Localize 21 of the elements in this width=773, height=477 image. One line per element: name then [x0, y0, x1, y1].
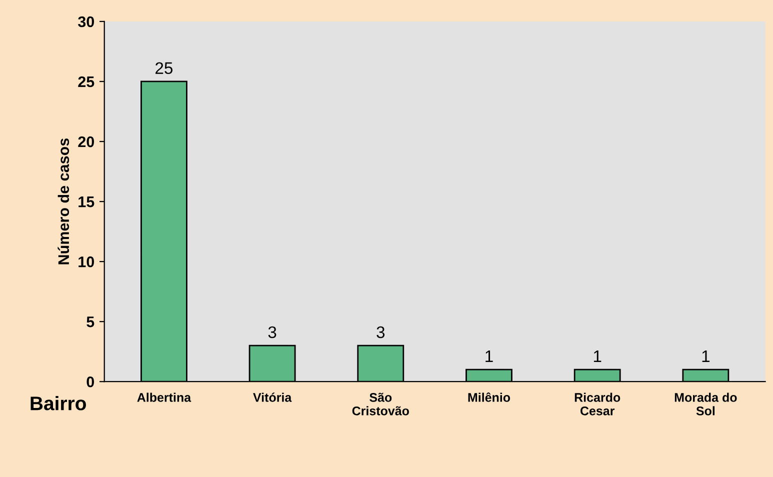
x-tick-label: Ricardo Cesar — [574, 392, 620, 416]
y-tick-label: 5 — [86, 316, 94, 328]
y-axis-title: Número de casos — [58, 138, 70, 264]
data-label: 3 — [268, 326, 276, 338]
y-tick-label: 0 — [86, 376, 94, 388]
x-tick-label: Vitória — [253, 392, 292, 402]
data-label: 3 — [376, 326, 385, 338]
y-tick-label: 25 — [78, 76, 94, 88]
x-tick-label: São Cristovão — [352, 392, 409, 416]
x-tick-label: Albertina — [137, 392, 192, 402]
y-tick-label: 20 — [78, 136, 94, 148]
data-label: 1 — [486, 350, 493, 362]
x-tick-label: Milênio — [468, 392, 510, 402]
y-tick-label: 15 — [78, 196, 94, 208]
x-tick-label: Morada do Sol — [674, 392, 737, 416]
y-tick-label: 30 — [78, 16, 94, 28]
data-label: 25 — [156, 62, 173, 74]
y-tick-label: 10 — [78, 256, 94, 268]
data-label: 1 — [702, 350, 710, 362]
x-axis-title: Bairro — [30, 396, 86, 410]
data-label: 1 — [594, 350, 602, 362]
